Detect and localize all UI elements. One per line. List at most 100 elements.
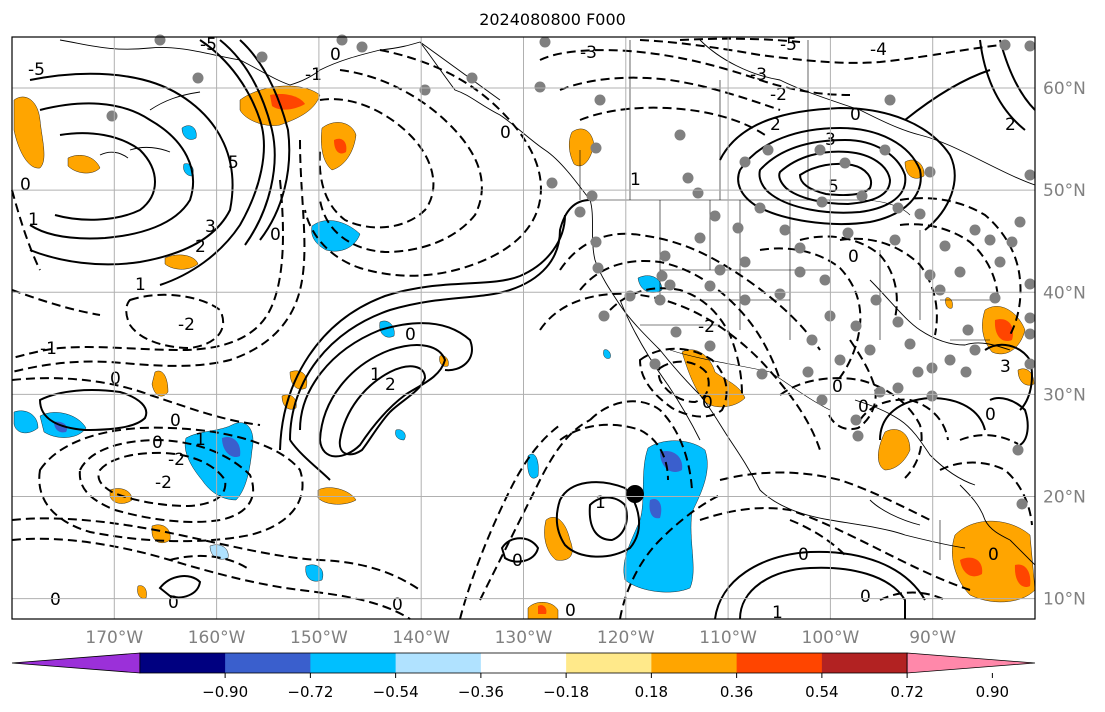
contour-label: 0 xyxy=(170,411,181,431)
lat-tick-label: 60°N xyxy=(1043,79,1086,99)
lon-tick-label: 160°W xyxy=(188,628,246,648)
contour-label: -3 xyxy=(750,65,767,85)
contour-label: -3 xyxy=(580,43,597,63)
lon-tick-label: 150°W xyxy=(290,628,348,648)
plot-frame xyxy=(11,36,1036,620)
lon-tick-label: 170°W xyxy=(85,628,143,648)
colorbar-tick-label: 0.18 xyxy=(635,683,668,701)
contour-label: -2 xyxy=(770,85,787,105)
colorbar-tick-label: −0.36 xyxy=(458,683,504,701)
contour-label: 1 xyxy=(195,430,206,450)
contour-labels: -5 -5 5 3 2 1 1 0 -1 0 -2 0 0 -2 -2 1 0 … xyxy=(20,35,1016,623)
contour-label: -1 xyxy=(305,65,322,85)
coastlines xyxy=(59,39,1036,566)
contour-label: 0 xyxy=(330,45,341,65)
contour-label: 0 xyxy=(168,593,179,613)
contour-label: 2 xyxy=(385,375,396,395)
colorbar-segment xyxy=(395,653,482,673)
contour-label: 0 xyxy=(860,587,871,607)
gridlines xyxy=(12,37,1035,619)
shade-gulf-red xyxy=(334,138,347,154)
contour-label: 0 xyxy=(512,551,523,571)
contour-label: 5 xyxy=(828,177,839,197)
contour-label: 0 xyxy=(270,225,281,245)
colorbar-extend-low xyxy=(11,652,141,674)
lon-tick-label: 120°W xyxy=(597,628,655,648)
colorbar-tick-label: −0.54 xyxy=(373,683,419,701)
colorbar-tick-label: −0.72 xyxy=(287,683,333,701)
contour-label: 3 xyxy=(1000,357,1011,377)
lat-tick-label: 30°N xyxy=(1043,385,1086,405)
colorbar-segment xyxy=(139,653,226,673)
contour-label: 0 xyxy=(20,175,31,195)
lat-tick-label: 50°N xyxy=(1043,181,1086,201)
contour-label: 0 xyxy=(500,123,511,143)
contours-dashed xyxy=(11,37,1033,620)
colorbar-extend-high xyxy=(906,652,1036,674)
contour-label: 0 xyxy=(50,590,61,610)
colorbar-tick-label: 0.90 xyxy=(976,683,1009,701)
contour-label: 1 xyxy=(630,170,641,190)
colorbar-segment xyxy=(480,653,567,673)
colorbar: −0.90 −0.72 −0.54 −0.36 −0.18 0.18 0.36 0.54 0.7… xyxy=(11,652,1036,701)
contour-label: 1 xyxy=(370,365,381,385)
lat-tick-label: 40°N xyxy=(1043,283,1086,303)
colorbar-segment xyxy=(651,653,738,673)
contour-label: 0 xyxy=(110,369,121,389)
colorbar-tick-label: −0.18 xyxy=(543,683,589,701)
lat-tick-label: 20°N xyxy=(1043,487,1086,507)
colorbar-tick-label: 0.36 xyxy=(720,683,753,701)
contour-label: 0 xyxy=(565,601,576,621)
contour-label: 0 xyxy=(405,325,416,345)
contour-label: -2 xyxy=(698,317,715,337)
contour-label: 0 xyxy=(848,247,859,267)
colorbar-frame xyxy=(139,652,908,674)
lon-tick-label: 100°W xyxy=(802,628,860,648)
contour-label: -5 xyxy=(780,35,797,55)
colorbar-segment xyxy=(736,653,823,673)
contour-label: -2 xyxy=(168,450,185,470)
contour-label: 0 xyxy=(988,545,999,565)
lon-tick-label: 110°W xyxy=(699,628,757,648)
contour-label: 1 xyxy=(772,603,783,623)
shade-alaska-red xyxy=(270,94,305,110)
colorbar-tick-label: 0.72 xyxy=(890,683,923,701)
colorbar-segment xyxy=(310,653,397,673)
lon-tick-label: 130°W xyxy=(495,628,553,648)
contour-label: -1 xyxy=(40,339,57,359)
shade-west-edge xyxy=(13,96,45,169)
contour-label: 0 xyxy=(858,397,869,417)
storm-marker xyxy=(626,485,644,503)
contour-label: 2 xyxy=(195,237,206,257)
contour-label: 0 xyxy=(985,405,996,425)
lon-tick-labels: 170°W 160°W 150°W 140°W 130°W 120°W 110°W 100°W… xyxy=(85,628,956,648)
contour-label: -4 xyxy=(870,40,887,60)
contour-label: 5 xyxy=(228,153,239,173)
lat-tick-label: 10°N xyxy=(1043,590,1086,610)
colorbar-segment xyxy=(566,653,652,673)
contour-label: 2 xyxy=(1005,115,1016,135)
shade-mexico-blue xyxy=(623,440,708,593)
colorbar-tick-label: −0.90 xyxy=(202,683,248,701)
colorbar-segment xyxy=(225,653,311,673)
lon-tick-label: 140°W xyxy=(392,628,450,648)
station-dots xyxy=(106,34,1036,510)
lat-tick-labels: 60°N 50°N 40°N 30°N 20°N 10°N xyxy=(1043,79,1086,610)
colorbar-tick-label: 0.54 xyxy=(805,683,838,701)
colorbar-segment xyxy=(821,653,908,673)
contour-label: 1 xyxy=(28,210,39,230)
contour-label: 0 xyxy=(850,105,861,125)
contour-label: 1 xyxy=(595,493,606,513)
contour-label: 0 xyxy=(702,393,713,413)
contour-label: -5 xyxy=(28,60,45,80)
lon-tick-label: 90°W xyxy=(909,628,956,648)
contour-label: -2 xyxy=(155,473,172,493)
contour-label: 0 xyxy=(798,545,809,565)
contour-label: 0 xyxy=(152,433,163,453)
contour-label: -2 xyxy=(178,315,195,335)
contour-label: 1 xyxy=(135,275,146,295)
contour-label: 0 xyxy=(392,595,403,615)
contour-label: 3 xyxy=(205,217,216,237)
contour-label: 2 xyxy=(770,115,781,135)
